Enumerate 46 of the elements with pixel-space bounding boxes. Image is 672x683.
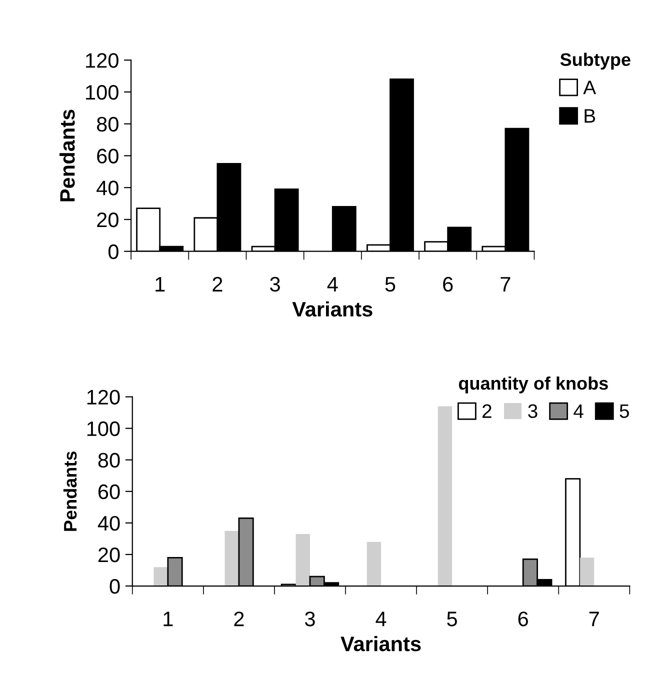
y-tick-label: 20 bbox=[98, 547, 120, 562]
y-axis-title: Pendants bbox=[63, 452, 77, 531]
bar bbox=[224, 530, 239, 586]
y-tick-label: 0 bbox=[110, 579, 120, 594]
bar bbox=[580, 558, 594, 586]
bar bbox=[438, 406, 452, 586]
x-tick-label: 1 bbox=[164, 612, 173, 626]
bar bbox=[366, 542, 382, 586]
legend-label: 2 bbox=[482, 404, 492, 418]
y-tick-label: 20 bbox=[97, 212, 118, 228]
y-tick-label: 120 bbox=[87, 390, 120, 405]
y-tick-label: 80 bbox=[98, 452, 120, 468]
x-tick-label: 4 bbox=[327, 277, 338, 292]
x-tick-label: 7 bbox=[589, 612, 599, 626]
x-axis-title: Variants bbox=[340, 636, 421, 652]
x-tick-label: 7 bbox=[500, 277, 510, 292]
bar bbox=[296, 534, 310, 586]
x-tick-label: 3 bbox=[304, 612, 315, 626]
y-tick-label: 120 bbox=[86, 53, 118, 68]
x-tick-label: 6 bbox=[518, 612, 528, 626]
y-tick-label: 60 bbox=[98, 484, 120, 500]
legend-title: Subtype bbox=[560, 52, 630, 70]
y-tick-label: 40 bbox=[96, 180, 118, 196]
x-tick-label: 5 bbox=[447, 612, 457, 626]
legend-label: B bbox=[584, 109, 596, 123]
legend-label: 4 bbox=[574, 404, 584, 418]
legend-label: 3 bbox=[528, 404, 538, 418]
legend-label: A bbox=[583, 80, 596, 94]
x-tick-label: 1 bbox=[156, 277, 165, 292]
x-tick-label: 5 bbox=[385, 277, 396, 292]
legend-label: 5 bbox=[620, 404, 629, 418]
y-axis-title: Pendants bbox=[60, 110, 75, 202]
y-tick-label: 60 bbox=[97, 148, 118, 164]
x-tick-label: 3 bbox=[270, 276, 280, 292]
x-tick-label: 4 bbox=[376, 612, 386, 626]
y-tick-label: 0 bbox=[108, 244, 118, 260]
y-tick-label: 80 bbox=[96, 116, 118, 132]
legend-title: quantity of knobs bbox=[458, 376, 608, 394]
x-tick-label: 2 bbox=[212, 276, 222, 292]
x-tick-label: 2 bbox=[234, 612, 244, 626]
x-axis-title: Variants bbox=[292, 301, 372, 317]
y-tick-label: 40 bbox=[98, 516, 120, 531]
y-tick-label: 100 bbox=[86, 84, 118, 100]
bar bbox=[154, 567, 168, 586]
x-tick-label: 6 bbox=[443, 276, 453, 292]
y-tick-label: 100 bbox=[87, 421, 120, 436]
